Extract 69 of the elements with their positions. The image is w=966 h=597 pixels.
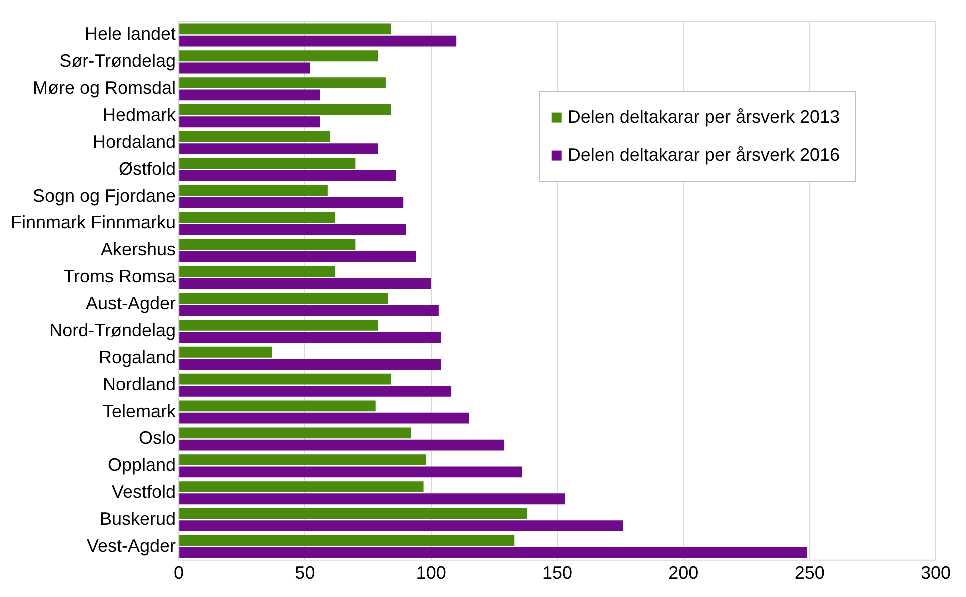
y-tick-label: Finnmark Finnmarku <box>10 212 176 233</box>
bar <box>180 305 439 316</box>
bar <box>180 62 310 74</box>
bar <box>180 131 330 142</box>
x-tick-label: 300 <box>920 563 952 584</box>
y-tick-label: Vestfold <box>112 482 176 502</box>
bar <box>180 374 391 385</box>
y-tick-label: Oslo <box>139 428 176 448</box>
bar <box>180 332 442 344</box>
y-tick-label: Rogaland <box>98 347 176 368</box>
bar <box>180 293 388 304</box>
bar <box>180 90 320 101</box>
y-tick-label: Hedmark <box>103 105 178 126</box>
bar <box>180 359 442 370</box>
bar <box>180 224 406 236</box>
y-tick-label: Akershus <box>100 240 176 260</box>
bar <box>180 386 452 397</box>
y-tick-label: Sør-Trøndelag <box>60 51 176 72</box>
bar <box>180 482 424 492</box>
bar <box>180 400 376 412</box>
x-tick-label: 250 <box>794 563 825 584</box>
y-tick-label: Nord-Trøndelag <box>50 320 176 340</box>
bar <box>180 548 808 558</box>
bar <box>180 412 470 424</box>
y-tick-label: Sogn og Fjordane <box>32 186 176 206</box>
bar <box>180 104 391 116</box>
bar <box>180 212 336 224</box>
y-tick-label: Vest-Agder <box>86 536 176 556</box>
bar <box>180 266 336 278</box>
bar <box>180 24 391 35</box>
x-tick-label: 100 <box>416 563 446 584</box>
x-tick-label: 200 <box>668 563 699 584</box>
x-tick-label: 150 <box>542 563 573 584</box>
y-tick-label: Hordaland <box>92 132 176 152</box>
bar <box>180 239 356 250</box>
bar <box>180 158 356 170</box>
y-tick-label: Troms Romsa <box>64 266 178 287</box>
bar <box>180 144 378 154</box>
x-tick-label: 0 <box>174 563 184 584</box>
bar <box>180 508 528 520</box>
y-tick-label: Hele landet <box>84 24 176 44</box>
bar <box>180 116 320 128</box>
bar <box>180 50 378 62</box>
bar <box>180 197 404 208</box>
bar <box>180 36 457 47</box>
legend-label: Delen deltakarar per årsverk 2016 <box>568 144 840 165</box>
bar <box>180 440 505 451</box>
legend-label: Delen deltakarar per årsverk 2013 <box>568 106 840 127</box>
y-tick-label: Aust-Agder <box>86 294 176 314</box>
y-tick-label: Oppland <box>108 455 176 476</box>
y-tick-label: Østfold <box>119 158 176 179</box>
bar <box>180 494 566 505</box>
y-tick-label: Telemark <box>103 401 178 422</box>
y-tick-label: Møre og Romsdal <box>32 78 176 98</box>
bar <box>180 170 396 182</box>
bar <box>180 278 432 290</box>
bar <box>180 185 328 196</box>
bar <box>180 520 624 532</box>
y-tick-label: Nordland <box>102 374 176 394</box>
x-tick-label: 50 <box>295 563 316 584</box>
bar <box>180 535 515 546</box>
bar <box>180 466 522 478</box>
bar <box>180 454 426 466</box>
bar <box>180 428 412 439</box>
bar <box>180 251 416 262</box>
bar <box>180 78 386 89</box>
y-tick-label: Buskerud <box>100 508 176 529</box>
bar <box>180 320 378 331</box>
bar <box>180 346 272 358</box>
